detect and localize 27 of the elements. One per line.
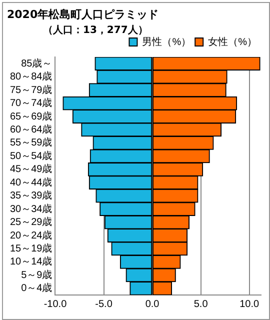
legend-label: 男性（%）: [142, 36, 192, 48]
y-tick-label: 35～39歳: [10, 190, 52, 202]
x-tick-label: -10.0: [44, 298, 68, 310]
y-tick-label: 0～4歳: [21, 282, 52, 294]
x-tick-label: 10.0: [240, 298, 260, 310]
y-tick-label: 85歳～: [21, 57, 52, 70]
y-tick-label: 20～24歳: [10, 229, 52, 242]
y-tick-label: 60～64歳: [10, 123, 52, 136]
x-tick-label: -5.0: [95, 298, 113, 310]
y-tick-label: 5～9歳: [21, 268, 52, 281]
x-tick-label: 0.0: [145, 298, 160, 310]
legend-label: 女性（%）: [208, 36, 258, 48]
x-tick-label: 5.0: [194, 298, 208, 310]
chart-title: 2020年松島町人口ピラミッド: [7, 7, 159, 22]
y-tick-label: 25～29歳: [10, 216, 52, 228]
y-tick-label: 15～19歳: [10, 242, 52, 254]
y-tick-label: 10～14歳: [10, 256, 52, 268]
y-tick-label: 65～69歳: [10, 110, 52, 122]
chart-subtitle: （人口：13，277人）: [43, 24, 148, 37]
y-tick-label: 75～79歳: [10, 84, 52, 96]
y-tick-label: 40～44歳: [10, 176, 52, 188]
y-tick-label: 50～54歳: [10, 150, 52, 162]
y-tick-label: 45～49歳: [10, 163, 52, 176]
y-tick-label: 30～34歳: [10, 202, 52, 215]
y-tick-label: 80～84歳: [10, 70, 52, 83]
y-tick-label: 70～74歳: [10, 97, 52, 110]
y-tick-label: 55～59歳: [10, 136, 52, 149]
